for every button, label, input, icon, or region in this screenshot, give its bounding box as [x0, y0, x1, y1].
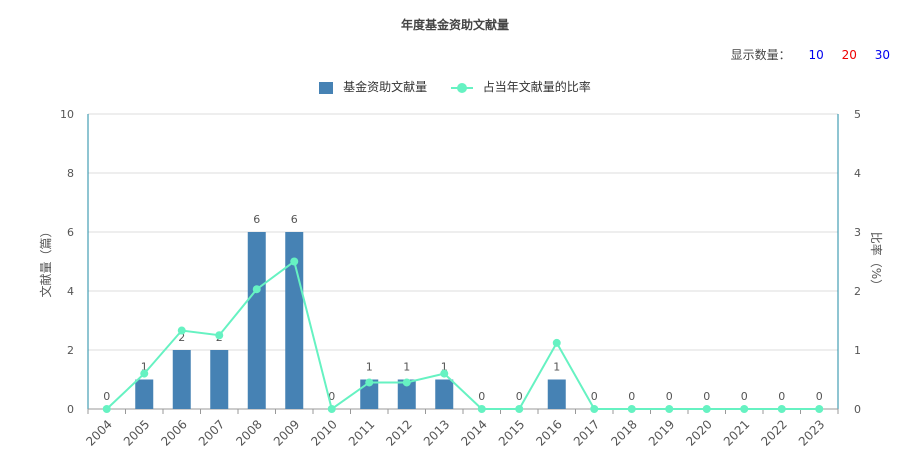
bar — [435, 379, 454, 409]
x-tick-label: 2015 — [496, 417, 527, 448]
x-tick-label: 2019 — [646, 417, 677, 448]
display-count-option-30[interactable]: 30 — [874, 48, 890, 62]
x-tick-label: 2005 — [121, 417, 152, 448]
y-axis-title: 文献量（篇） — [38, 225, 53, 297]
y-tick-label: 10 — [60, 108, 74, 121]
ratio-point — [402, 378, 411, 387]
bar-value-label: 1 — [141, 361, 148, 374]
ratio-point — [590, 405, 599, 413]
legend: 基金资助文献量 占当年文献量的比率 — [0, 78, 910, 95]
ratio-point — [815, 405, 824, 413]
ratio-point — [477, 405, 486, 413]
x-tick-label: 2008 — [233, 417, 264, 448]
ratio-point — [552, 338, 561, 347]
ratio-point — [215, 331, 224, 340]
bar — [172, 350, 191, 409]
ratio-point — [777, 405, 786, 413]
chart-title: 年度基金资助文献量 — [400, 18, 509, 32]
bar-value-label: 0 — [741, 390, 748, 403]
bar-value-label: 2 — [178, 331, 185, 344]
bar-value-label: 0 — [328, 390, 335, 403]
bar-value-label: 0 — [778, 390, 785, 403]
ratio-point — [627, 405, 636, 413]
bar — [210, 350, 229, 409]
bar-value-label: 6 — [253, 213, 260, 226]
y-tick-label: 2 — [67, 344, 74, 357]
y2-tick-label: 5 — [854, 108, 861, 121]
y-tick-label: 8 — [67, 167, 74, 180]
bar-value-label: 0 — [478, 390, 485, 403]
bar-value-label: 0 — [816, 390, 823, 403]
y-tick-label: 6 — [67, 226, 74, 239]
x-tick-label: 2006 — [158, 417, 189, 448]
bar-value-label: 1 — [366, 361, 373, 374]
legend-item-line[interactable]: 占当年文献量的比率 — [450, 78, 591, 95]
y2-axis-title: 比率（%） — [869, 232, 884, 291]
display-count-label: 显示数量： — [730, 48, 791, 62]
ratio-point — [740, 405, 749, 413]
display-count-control: 显示数量： 10 20 30 — [731, 46, 890, 63]
display-count-option-20[interactable]: 20 — [841, 48, 857, 62]
x-tick-label: 2018 — [608, 417, 639, 448]
bar-value-label: 0 — [628, 390, 635, 403]
y2-tick-label: 0 — [854, 403, 861, 416]
legend-item-bar[interactable]: 基金资助文献量 — [319, 78, 427, 95]
bar-value-label: 1 — [553, 361, 560, 374]
ratio-line — [106, 259, 820, 411]
x-tick-label: 2016 — [533, 417, 564, 448]
bar-value-label: 0 — [516, 390, 523, 403]
x-tick-label: 2023 — [796, 417, 827, 448]
display-count-option-10[interactable]: 10 — [808, 48, 824, 62]
x-tick-label: 2004 — [83, 417, 114, 448]
x-tick-label: 2010 — [308, 417, 339, 448]
legend-line-label: 占当年文献量的比率 — [482, 80, 591, 94]
bar — [135, 379, 154, 409]
bar-value-label: 1 — [441, 361, 448, 374]
x-tick-label: 2022 — [758, 417, 789, 448]
ratio-point — [252, 285, 261, 294]
bar-value-label: 1 — [403, 361, 410, 374]
y-tick-label: 0 — [67, 403, 74, 416]
x-tick-label: 2021 — [721, 417, 752, 448]
x-tick-label: 2007 — [196, 417, 227, 448]
bar-value-label: 6 — [291, 213, 298, 226]
bar-value-label: 0 — [103, 390, 110, 403]
bar-value-label: 0 — [703, 390, 710, 403]
legend-line-swatch — [450, 82, 473, 94]
bar — [547, 379, 566, 409]
ratio-point — [365, 378, 374, 387]
x-tick-label: 2009 — [271, 417, 302, 448]
x-tick-label: 2013 — [421, 417, 452, 448]
y2-tick-label: 2 — [854, 285, 861, 298]
bar — [397, 379, 416, 409]
x-tick-label: 2014 — [458, 417, 489, 448]
x-tick-label: 2017 — [571, 417, 602, 448]
y2-tick-label: 4 — [854, 167, 861, 180]
ratio-point — [702, 405, 711, 413]
legend-bar-swatch — [319, 81, 334, 94]
bar-value-label: 0 — [591, 390, 598, 403]
x-tick-label: 2020 — [683, 417, 714, 448]
x-tick-label: 2011 — [346, 417, 377, 448]
x-tick-label: 2012 — [383, 417, 414, 448]
ratio-point — [327, 405, 336, 413]
bar — [360, 379, 379, 409]
legend-bar-label: 基金资助文献量 — [343, 80, 428, 94]
ratio-point — [440, 369, 449, 378]
y-tick-label: 4 — [67, 285, 74, 298]
ratio-point — [102, 405, 111, 413]
ratio-point — [665, 405, 674, 413]
ratio-point — [140, 369, 149, 378]
ratio-point — [515, 405, 524, 413]
ratio-point — [290, 257, 299, 266]
y2-tick-label: 3 — [854, 226, 861, 239]
ratio-point — [177, 326, 186, 335]
y2-tick-label: 1 — [854, 344, 861, 357]
bar-value-label: 0 — [666, 390, 673, 403]
bar — [247, 232, 266, 409]
